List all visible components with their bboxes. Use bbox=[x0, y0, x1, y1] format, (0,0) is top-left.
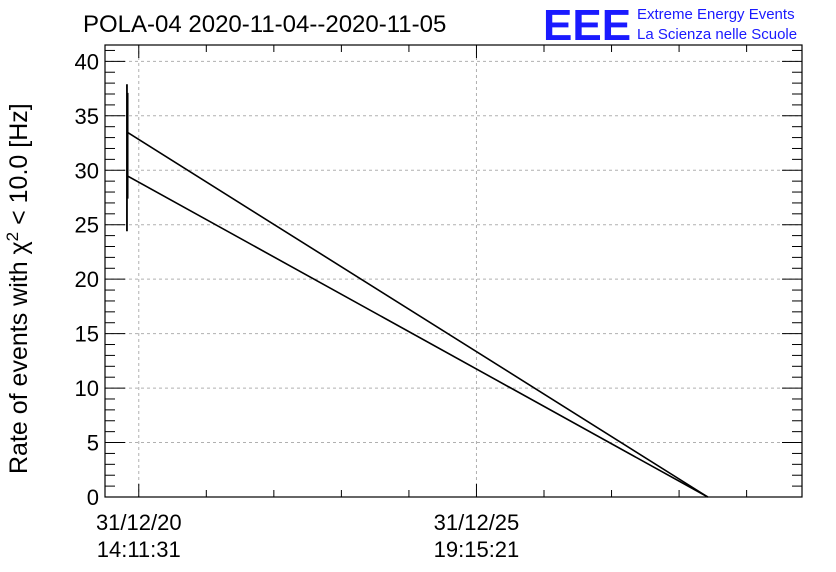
x-tick-label-time: 14:11:31 bbox=[97, 537, 181, 562]
eee-logo-line2: La Scienza nelle Scuole bbox=[637, 26, 797, 43]
series-line-1 bbox=[126, 131, 709, 498]
chart-title: POLA-04 2020-11-04--2020-11-05 bbox=[83, 11, 446, 38]
eee-logo-mark: EEE bbox=[543, 1, 631, 50]
y-tick-label: 0 bbox=[87, 485, 99, 510]
series-line-2 bbox=[126, 174, 709, 498]
x-tick-label-time: 19:15:21 bbox=[434, 537, 520, 562]
eee-logo-line1: Extreme Energy Events bbox=[637, 6, 795, 23]
y-tick-label: 40 bbox=[75, 49, 99, 74]
axes-layer bbox=[104, 44, 803, 498]
x-tick-label-date: 31/12/20 bbox=[96, 510, 182, 535]
y-tick-label: 30 bbox=[75, 158, 99, 183]
plot-frame bbox=[104, 44, 803, 498]
eee-logo: EEE Extreme Energy Events La Scienza nel… bbox=[543, 1, 797, 50]
y-tick-label: 35 bbox=[75, 104, 99, 129]
grid-layer bbox=[105, 45, 802, 497]
y-tick-label: 20 bbox=[75, 267, 99, 292]
y-tick-label: 15 bbox=[75, 322, 99, 347]
y-tick-label: 25 bbox=[75, 213, 99, 238]
series-layer bbox=[126, 84, 709, 498]
x-tick-label-date: 31/12/25 bbox=[434, 510, 520, 535]
y-tick-label: 5 bbox=[87, 431, 99, 456]
y-axis-label: Rate of events with χ2 < 10.0 [Hz] bbox=[3, 103, 34, 474]
y-tick-label: 10 bbox=[75, 376, 99, 401]
